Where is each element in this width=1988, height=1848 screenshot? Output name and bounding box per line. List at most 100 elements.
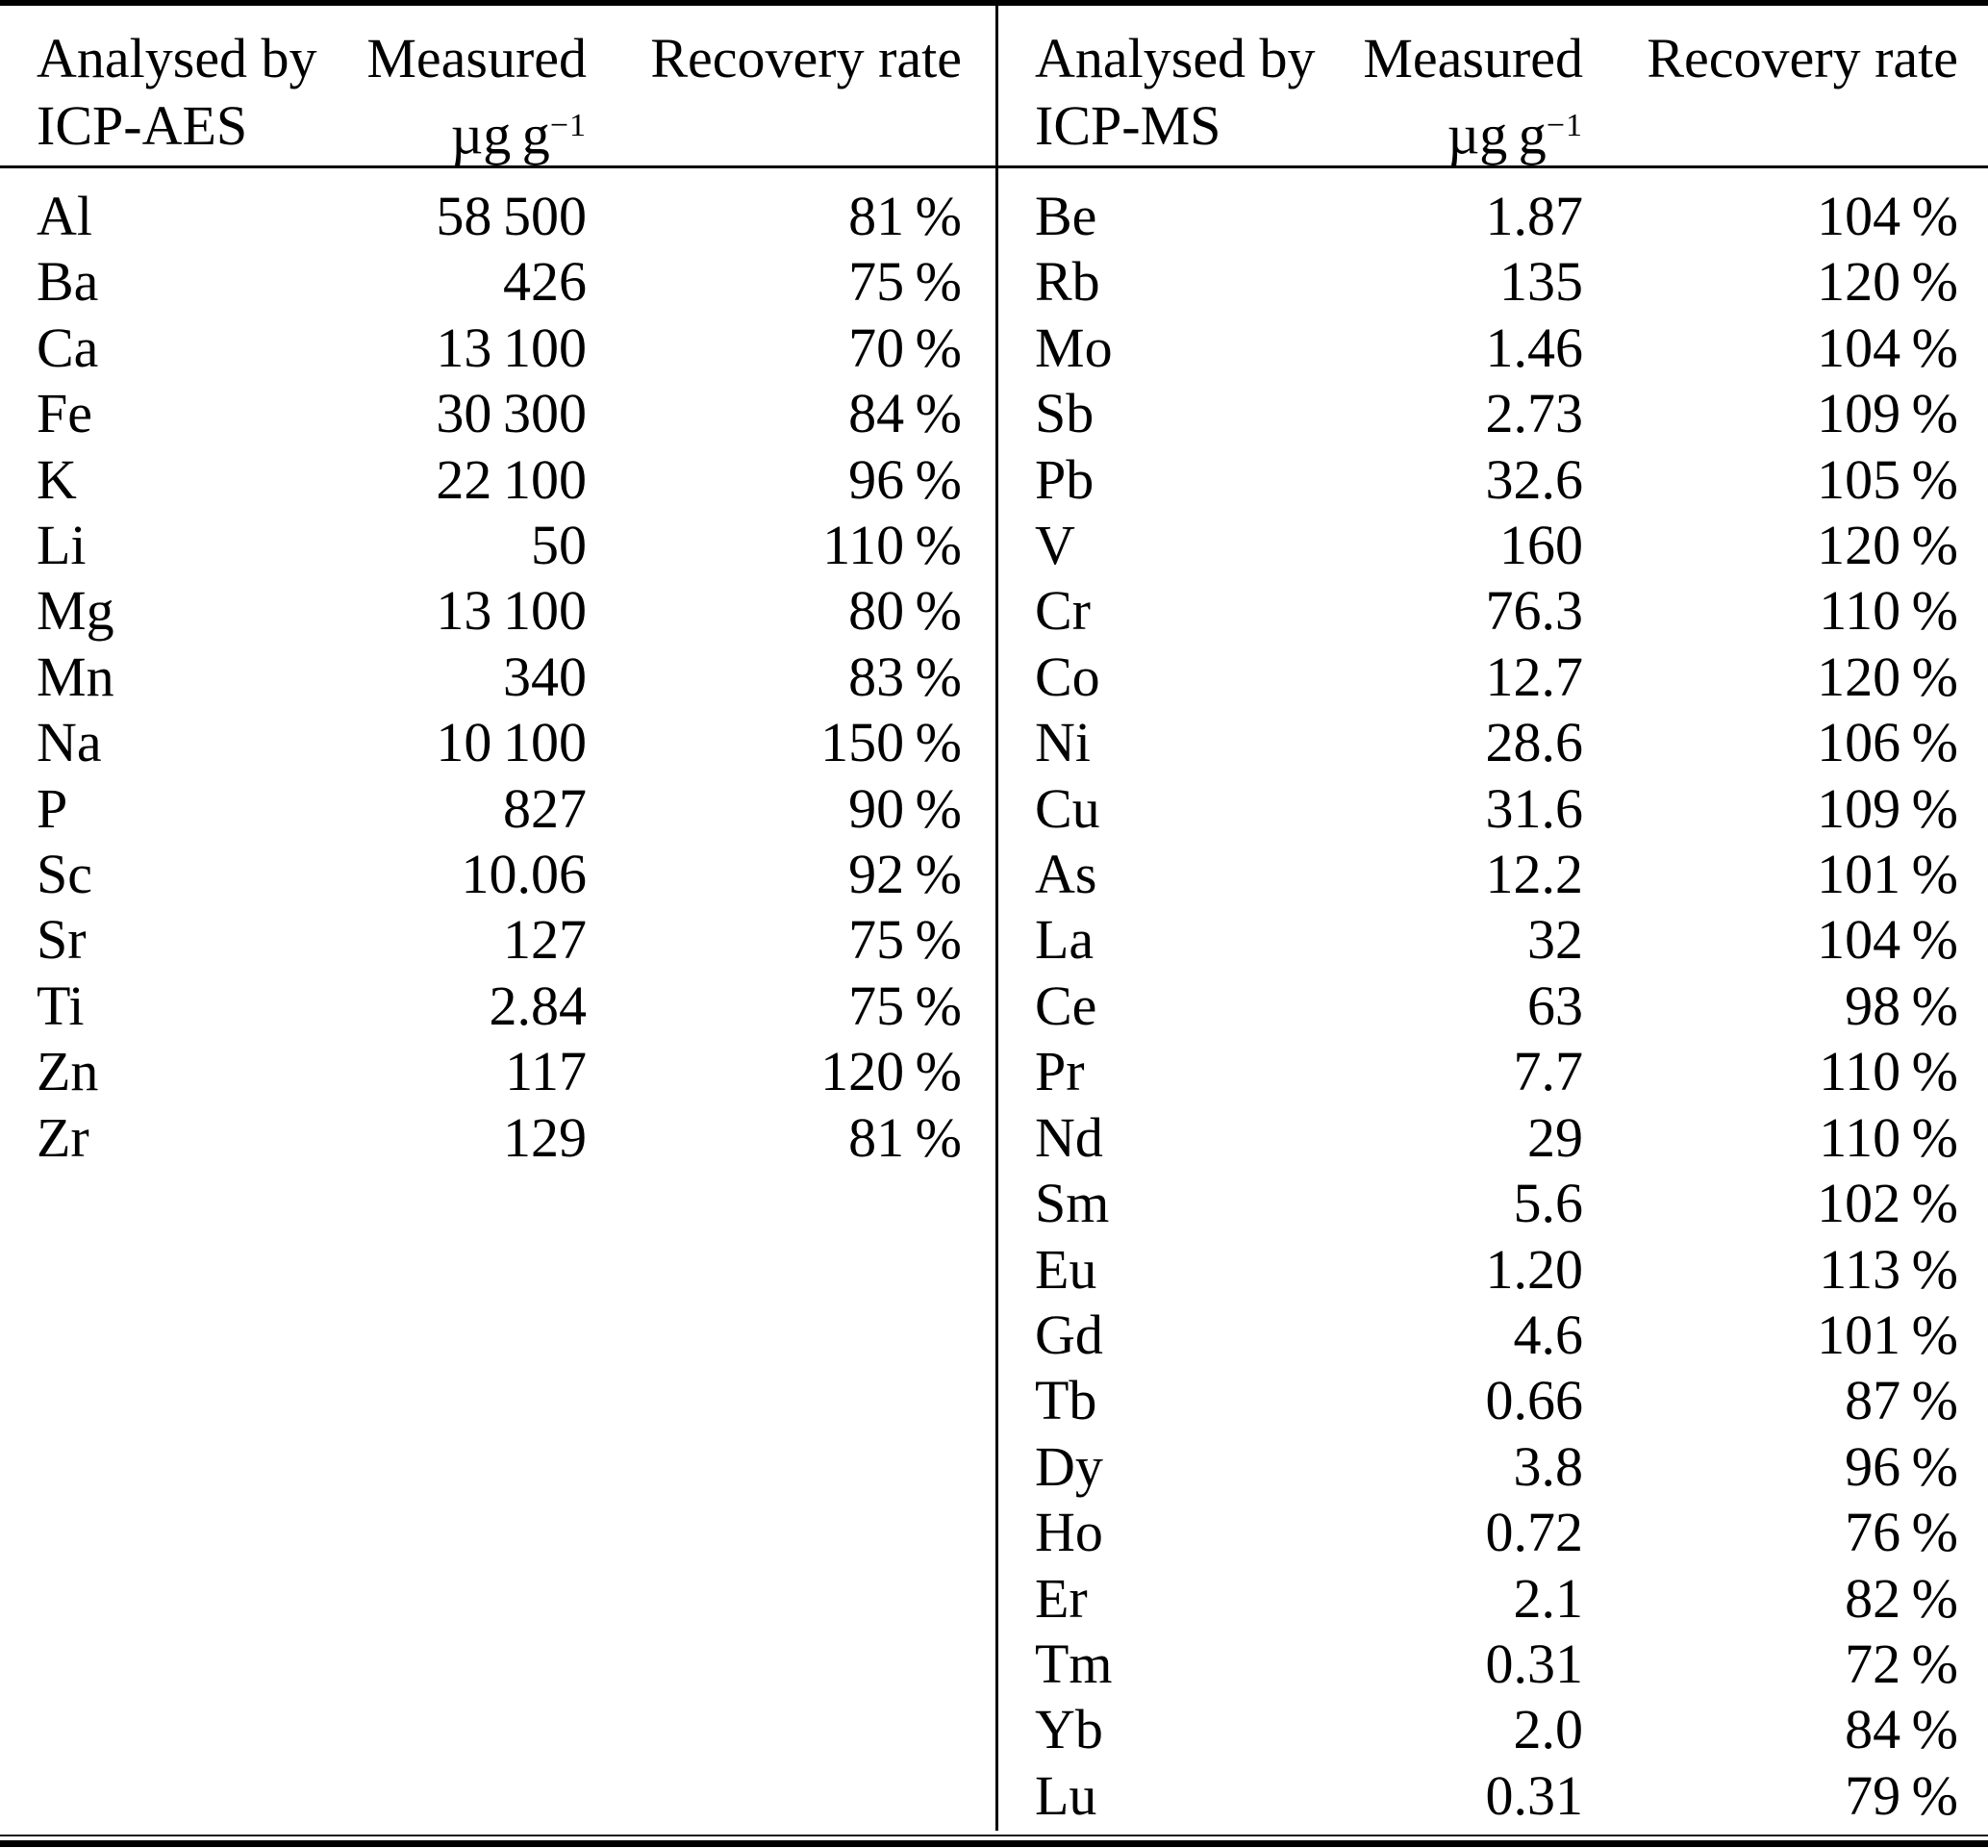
table-row: Tb 0.66 87 %: [1035, 1368, 1958, 1433]
element-symbol: Pb: [1035, 447, 1095, 511]
bottom-rule: [0, 1835, 1988, 1848]
recovery-value: 79 %: [1845, 1763, 1958, 1827]
recovery-value: 75 %: [848, 974, 962, 1037]
recovery-value: 105 %: [1817, 447, 1958, 511]
element-symbol: La: [1035, 908, 1095, 972]
recovery-value: 81 %: [848, 1105, 962, 1169]
table-row: Rb 135 120 %: [1035, 249, 1958, 315]
measured-value: 28.6: [1485, 711, 1584, 774]
measured-value: 12.7: [1485, 645, 1584, 708]
recovery-value: 120 %: [1817, 250, 1958, 314]
table-row: Be 1.87 104 %: [1035, 184, 1958, 249]
measured-value: 32.6: [1485, 447, 1584, 511]
element-symbol: Mg: [37, 579, 114, 643]
element-symbol: Na: [37, 711, 102, 774]
measured-value: 340: [503, 645, 587, 708]
recovery-value: 87 %: [1845, 1369, 1958, 1432]
recovery-value: 84 %: [1845, 1698, 1958, 1761]
measured-value: 2.1: [1513, 1566, 1584, 1630]
element-symbol: Be: [1035, 185, 1097, 247]
measured-value: 4.6: [1513, 1303, 1584, 1366]
header-recovery-label: Recovery rate: [1647, 27, 1958, 89]
measured-value: 1.87: [1485, 185, 1584, 247]
table-row: Mn 340 83 %: [37, 645, 962, 710]
recovery-value: 82 %: [1845, 1566, 1958, 1630]
element-symbol: P: [37, 776, 68, 840]
table-row: Mg 13 100 80 %: [37, 578, 962, 644]
table-row: Ce 63 98 %: [1035, 974, 1958, 1039]
table-row: Zr 129 81 %: [37, 1105, 962, 1171]
element-symbol: As: [1035, 843, 1097, 906]
header-measured-icp-aes: Measured µg g−1: [267, 25, 587, 166]
element-symbol: Fe: [37, 382, 92, 445]
recovery-value: 80 %: [848, 579, 962, 643]
measured-value: 3.8: [1513, 1434, 1584, 1498]
recovery-value: 106 %: [1817, 711, 1958, 774]
recovery-value: 84 %: [848, 382, 962, 445]
measured-value: 58 500: [436, 185, 587, 247]
element-symbol: K: [37, 447, 77, 511]
table-row: Cu 31.6 109 %: [1035, 776, 1958, 842]
recovery-value: 120 %: [1817, 645, 1958, 708]
table-row: Er 2.1 82 %: [1035, 1566, 1958, 1632]
recovery-value: 120 %: [1817, 514, 1958, 577]
recovery-value: 104 %: [1817, 908, 1958, 972]
measured-value: 63: [1527, 974, 1583, 1037]
element-symbol: Ca: [37, 316, 99, 379]
recovery-value: 72 %: [1845, 1632, 1958, 1695]
icp-aes-header-half: Analysed by ICP-AES Measured µg g−1 Reco…: [0, 6, 996, 166]
table-row: Na 10 100 150 %: [37, 710, 962, 775]
top-rule: [0, 0, 1988, 6]
measured-value: 22 100: [436, 447, 587, 511]
header-recovery-rate-icp-aes: Recovery rate: [587, 25, 962, 165]
header-analysed-by-icp-aes: Analysed by ICP-AES: [37, 25, 317, 165]
table-row: Ni 28.6 106 %: [1035, 710, 1958, 775]
table-row: La 32 104 %: [1035, 907, 1958, 973]
table-row: Sr 127 75 %: [37, 907, 962, 973]
recovery-value: 76 %: [1845, 1501, 1958, 1564]
unit-base: µg g: [1447, 103, 1547, 166]
table-row: As 12.2 101 %: [1035, 842, 1958, 907]
measured-value: 160: [1499, 514, 1583, 577]
element-symbol: V: [1035, 514, 1075, 577]
table-row: V 160 120 %: [1035, 513, 1958, 578]
measured-value: 50: [531, 514, 587, 577]
element-symbol: Ti: [37, 974, 85, 1037]
icp-aes-body-half: Al 58 500 81 % Ba 426 75 % Ca 13 100 70 …: [0, 168, 996, 1829]
measured-value: 2.84: [489, 974, 588, 1037]
measured-value: 0.72: [1485, 1501, 1584, 1564]
table-header: Analysed by ICP-AES Measured µg g−1 Reco…: [0, 6, 1988, 166]
table-row: Li 50 110 %: [37, 513, 962, 578]
measured-value: 2.0: [1513, 1698, 1584, 1761]
unit-exponent: −1: [1546, 108, 1583, 143]
recovery-value: 104 %: [1817, 185, 1958, 247]
element-symbol: Ce: [1035, 974, 1097, 1037]
table-row: Ca 13 100 70 %: [37, 316, 962, 381]
table-row: Sb 2.73 109 %: [1035, 381, 1958, 446]
recovery-value: 101 %: [1817, 1303, 1958, 1366]
element-symbol: Mn: [37, 645, 114, 708]
measured-value: 31.6: [1485, 776, 1584, 840]
element-symbol: Sr: [37, 908, 87, 972]
element-symbol: Sm: [1035, 1172, 1110, 1235]
recovery-value: 104 %: [1817, 316, 1958, 379]
measured-value: 1.46: [1485, 316, 1584, 379]
table-row: Lu 0.31 79 %: [1035, 1763, 1958, 1829]
measured-value: 12.2: [1485, 843, 1584, 906]
recovery-value: 109 %: [1817, 776, 1958, 840]
header-measured-icp-ms: Measured µg g−1: [1266, 25, 1583, 166]
table-row: Nd 29 110 %: [1035, 1105, 1958, 1171]
element-symbol: Sb: [1035, 382, 1095, 445]
measured-value: 76.3: [1485, 579, 1584, 643]
table-row: Yb 2.0 84 %: [1035, 1697, 1958, 1762]
unit-exponent: −1: [549, 108, 587, 143]
recovery-value: 110 %: [1819, 579, 1958, 643]
measured-value: 32: [1527, 908, 1583, 972]
table-row: Sm 5.6 102 %: [1035, 1171, 1958, 1236]
table-row: Fe 30 300 84 %: [37, 381, 962, 446]
recovery-value: 98 %: [1845, 974, 1958, 1037]
header-measured-label: Measured: [1363, 27, 1583, 89]
table-row: Ho 0.72 76 %: [1035, 1500, 1958, 1565]
table-row: Cr 76.3 110 %: [1035, 578, 1958, 644]
measured-value: 426: [503, 250, 587, 314]
